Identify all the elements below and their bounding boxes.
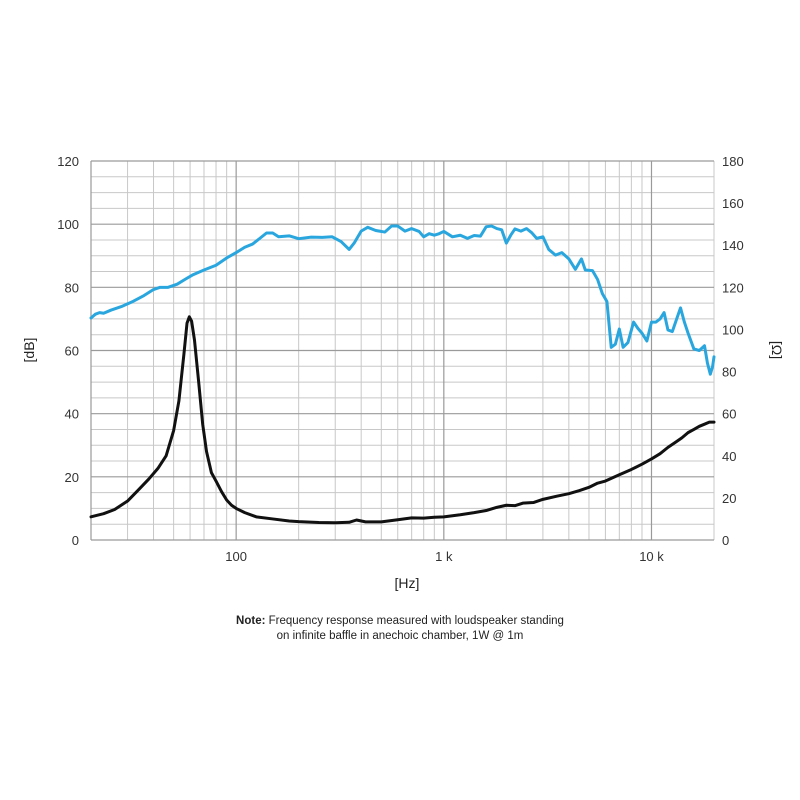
- x-tick-label: 1 k: [435, 549, 453, 564]
- y-left-tick-label: 40: [65, 407, 79, 422]
- y-right-tick-label: 100: [722, 322, 744, 337]
- y-right-tick-label: 20: [722, 491, 736, 506]
- y-right-tick-label: 0: [722, 533, 729, 548]
- note-line-2: on infinite baffle in anechoic chamber, …: [276, 630, 524, 642]
- right-axis-ticks: 0 20 40 60 80 100 120 140 160 180: [722, 154, 744, 548]
- x-tick-label: 100: [225, 549, 247, 564]
- left-axis-ticks: 0 20 40 60 80 100 120: [57, 154, 79, 548]
- y-right-tick-label: 120: [722, 280, 744, 295]
- x-tick-label: 10 k: [639, 549, 664, 564]
- y-left-tick-label: 60: [65, 344, 79, 359]
- y-right-tick-label: 40: [722, 449, 736, 464]
- x-axis-ticks: 100 1 k 10 k: [225, 549, 664, 564]
- y-left-tick-label: 20: [65, 470, 79, 485]
- y-left-tick-label: 100: [57, 217, 79, 232]
- x-axis-title: [Hz]: [395, 575, 420, 591]
- y-right-tick-label: 180: [722, 154, 744, 169]
- y-left-tick-label: 0: [72, 533, 79, 548]
- note-text: Note: Frequency response measured with l…: [150, 614, 650, 644]
- y-axis-right-title: [Ω]: [769, 341, 785, 359]
- impedance-curve: [89, 315, 716, 525]
- y-right-tick-label: 160: [722, 196, 744, 211]
- y-left-tick-label: 120: [57, 154, 79, 169]
- grid-major: [90, 160, 714, 541]
- y-right-tick-label: 60: [722, 407, 736, 422]
- spl-curve: [89, 224, 716, 376]
- note-label: Note:: [236, 615, 266, 627]
- y-axis-left-title: [dB]: [21, 338, 37, 363]
- note-line-1: Frequency response measured with loudspe…: [265, 615, 564, 627]
- series-layer: [89, 224, 716, 525]
- y-right-tick-label: 80: [722, 365, 736, 380]
- y-right-tick-label: 140: [722, 238, 744, 253]
- y-left-tick-label: 80: [65, 280, 79, 295]
